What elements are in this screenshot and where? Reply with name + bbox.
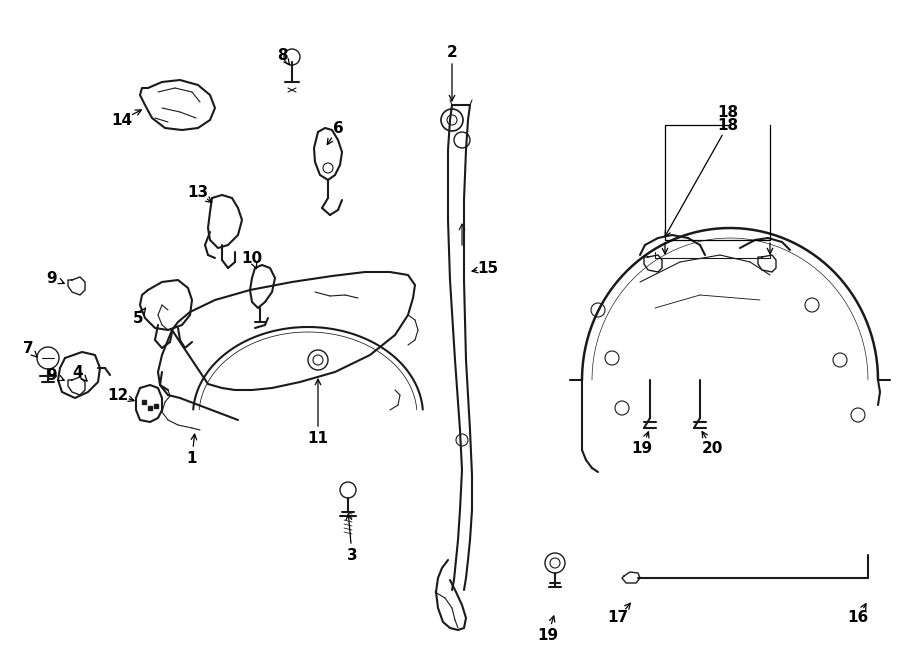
- Text: 9: 9: [47, 367, 58, 383]
- Text: 19: 19: [632, 440, 652, 455]
- Text: 17: 17: [608, 610, 628, 626]
- Text: 2: 2: [446, 44, 457, 60]
- Text: 18: 18: [717, 105, 739, 120]
- Text: 7: 7: [22, 340, 33, 355]
- Text: 18: 18: [717, 117, 739, 132]
- Text: 6: 6: [333, 120, 344, 136]
- Text: 14: 14: [112, 113, 132, 128]
- Text: 13: 13: [187, 185, 209, 199]
- Text: 20: 20: [701, 440, 723, 455]
- Text: 5: 5: [132, 310, 143, 326]
- Text: 12: 12: [107, 387, 129, 402]
- Text: 3: 3: [346, 547, 357, 563]
- Text: 10: 10: [241, 250, 263, 265]
- Text: 15: 15: [477, 261, 499, 275]
- Text: 1: 1: [187, 451, 197, 465]
- Text: 11: 11: [308, 430, 328, 446]
- Text: 19: 19: [537, 628, 559, 643]
- Text: 8: 8: [276, 48, 287, 62]
- Text: 16: 16: [848, 610, 868, 626]
- Text: 4: 4: [73, 365, 84, 379]
- Text: 9: 9: [47, 271, 58, 285]
